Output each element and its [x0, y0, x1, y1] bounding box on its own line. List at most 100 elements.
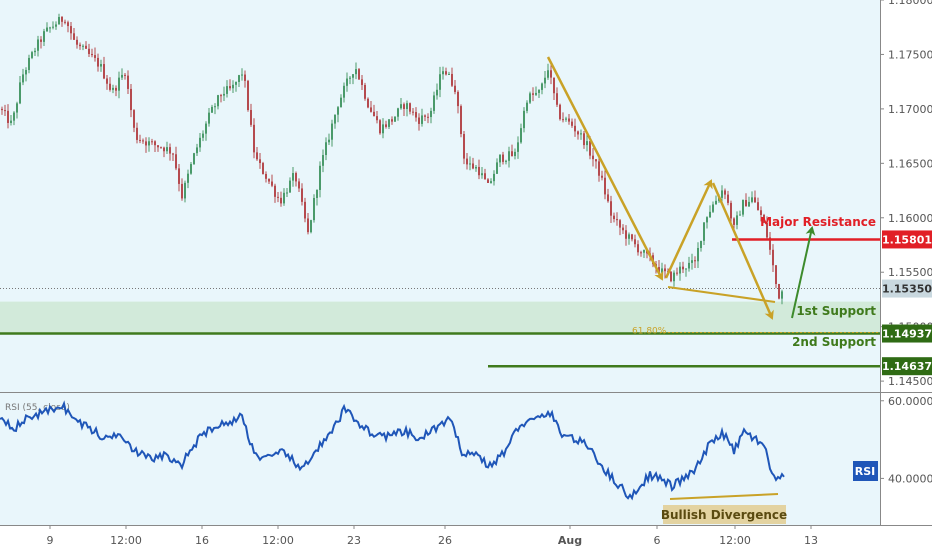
candle-body: [781, 291, 783, 299]
candle-body: [154, 141, 156, 146]
candle-body: [727, 194, 729, 203]
candle-body: [76, 39, 78, 45]
candle-body: [397, 108, 399, 117]
upswing-arrow: [664, 179, 713, 279]
candle-body: [352, 74, 354, 78]
candle-body: [604, 177, 606, 195]
candle-body: [466, 158, 468, 165]
candle-body: [46, 27, 48, 32]
candle-body: [130, 88, 132, 111]
time-tick-label: 13: [804, 534, 818, 547]
candle-body: [631, 234, 633, 240]
candle-body: [178, 168, 180, 184]
candle-body: [778, 284, 780, 299]
candle-body: [523, 110, 525, 129]
candle-body: [346, 78, 348, 86]
candle-body: [382, 124, 384, 134]
candle-body: [307, 218, 309, 233]
candle-body: [730, 202, 732, 219]
candle-body: [166, 147, 168, 152]
candle-body: [439, 74, 441, 90]
candle-body: [124, 74, 126, 76]
fibonacci-label: 61.80%: [632, 327, 667, 337]
candle-body: [616, 219, 618, 221]
candle-body: [445, 71, 447, 75]
candle-body: [520, 128, 522, 143]
candle-body: [403, 104, 405, 109]
candle-body: [82, 45, 84, 47]
candle-body: [691, 260, 693, 263]
candle-body: [208, 112, 210, 124]
candle-body: [406, 103, 408, 109]
candle-body: [598, 161, 600, 176]
candle-body: [253, 124, 255, 153]
support2-price-badge: 1.14637: [882, 357, 932, 376]
candle-body: [148, 141, 150, 146]
candle-body: [106, 78, 108, 84]
candle-body: [97, 57, 99, 67]
candle-body: [61, 16, 63, 22]
candle-body: [133, 110, 135, 128]
candle-body: [418, 117, 420, 124]
time-axis-background: [0, 525, 932, 550]
candle-body: [223, 93, 225, 96]
candle-body: [19, 82, 21, 104]
candle-body: [724, 190, 726, 195]
candle-body: [235, 81, 237, 85]
candle-body: [586, 141, 588, 146]
candle-body: [151, 141, 153, 143]
candle-body: [742, 199, 744, 215]
candle-body: [628, 234, 630, 239]
lower-low-line: [667, 286, 776, 303]
candle-body: [271, 181, 273, 186]
support-zone: [0, 301, 880, 334]
candle-body: [292, 173, 294, 181]
candle-body: [43, 31, 45, 42]
candle-body: [247, 80, 249, 110]
candle-body: [79, 44, 81, 47]
candle-body: [514, 151, 516, 157]
candle-body: [364, 84, 366, 99]
candle-body: [505, 160, 507, 162]
drop-arrow: [711, 182, 774, 320]
time-tick-label: 12:00: [719, 534, 751, 547]
candle-body: [625, 230, 627, 239]
candle-body: [394, 116, 396, 122]
candle-body: [553, 77, 555, 94]
candle-body: [100, 64, 102, 67]
candle-body: [103, 64, 105, 79]
current-price-badge: 1.15350: [882, 279, 932, 298]
candle-body: [70, 26, 72, 34]
candle-body: [424, 115, 426, 117]
candle-body: [118, 77, 120, 91]
candle-body: [499, 154, 501, 163]
candle-body: [94, 55, 96, 58]
candle-body: [340, 97, 342, 108]
price-tick-label: 1.18000: [888, 0, 932, 7]
candle-body: [700, 240, 702, 248]
candle-body: [205, 123, 207, 134]
candle-body: [580, 133, 582, 135]
candle-body: [589, 141, 591, 156]
candle-body: [415, 112, 417, 118]
time-tick-label: 6: [654, 534, 661, 547]
time-tick-label: 16: [195, 534, 209, 547]
rsi-badge-text: RSI: [855, 465, 876, 478]
candle-body: [595, 159, 597, 162]
candle-body: [487, 179, 489, 183]
candle-body: [433, 95, 435, 111]
candle-body: [640, 252, 642, 254]
candle-body: [517, 142, 519, 152]
candle-body: [481, 173, 483, 176]
candle-body: [538, 89, 540, 93]
candle-body: [187, 173, 189, 183]
candle-body: [607, 194, 609, 202]
candle-body: [556, 93, 558, 105]
candle-body: [301, 188, 303, 202]
candle-body: [40, 39, 42, 42]
candle-body: [490, 181, 492, 183]
candle-body: [454, 85, 456, 92]
candle-body: [265, 173, 267, 179]
